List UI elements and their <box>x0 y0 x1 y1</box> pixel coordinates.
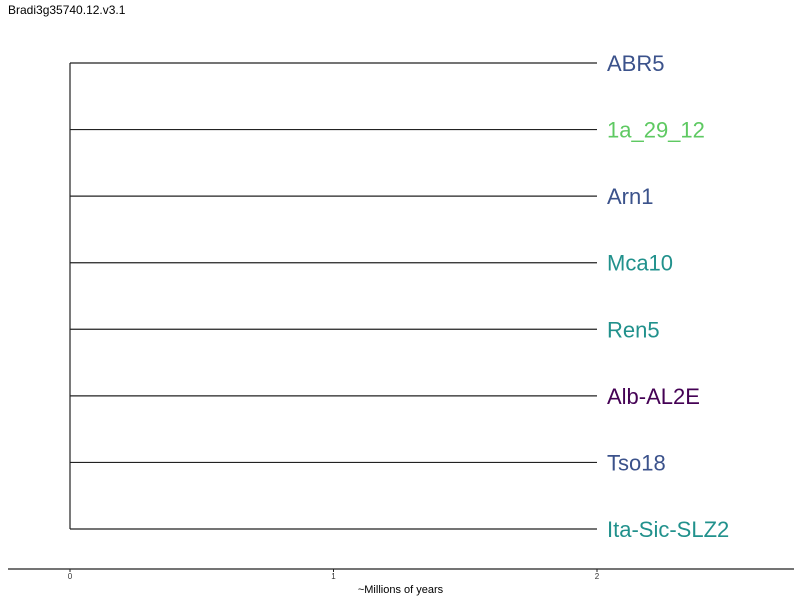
leaf-label: Arn1 <box>607 184 653 209</box>
x-tick-label: 2 <box>595 572 600 581</box>
page-title: Bradi3g35740.12.v3.1 <box>8 3 126 17</box>
x-tick-label: 1 <box>331 572 336 581</box>
leaf-label: Mca10 <box>607 251 673 276</box>
leaf-label: Ren5 <box>607 317 660 342</box>
leaf-label: 1a_29_12 <box>607 118 705 143</box>
leaf-label: Ita-Sic-SLZ2 <box>607 517 729 542</box>
leaf-label: Alb-AL2E <box>607 384 700 409</box>
x-axis-label: ~Millions of years <box>358 584 444 596</box>
leaf-label: ABR5 <box>607 51 664 76</box>
leaf-label: Tso18 <box>607 450 666 475</box>
x-tick-label: 0 <box>68 572 73 581</box>
